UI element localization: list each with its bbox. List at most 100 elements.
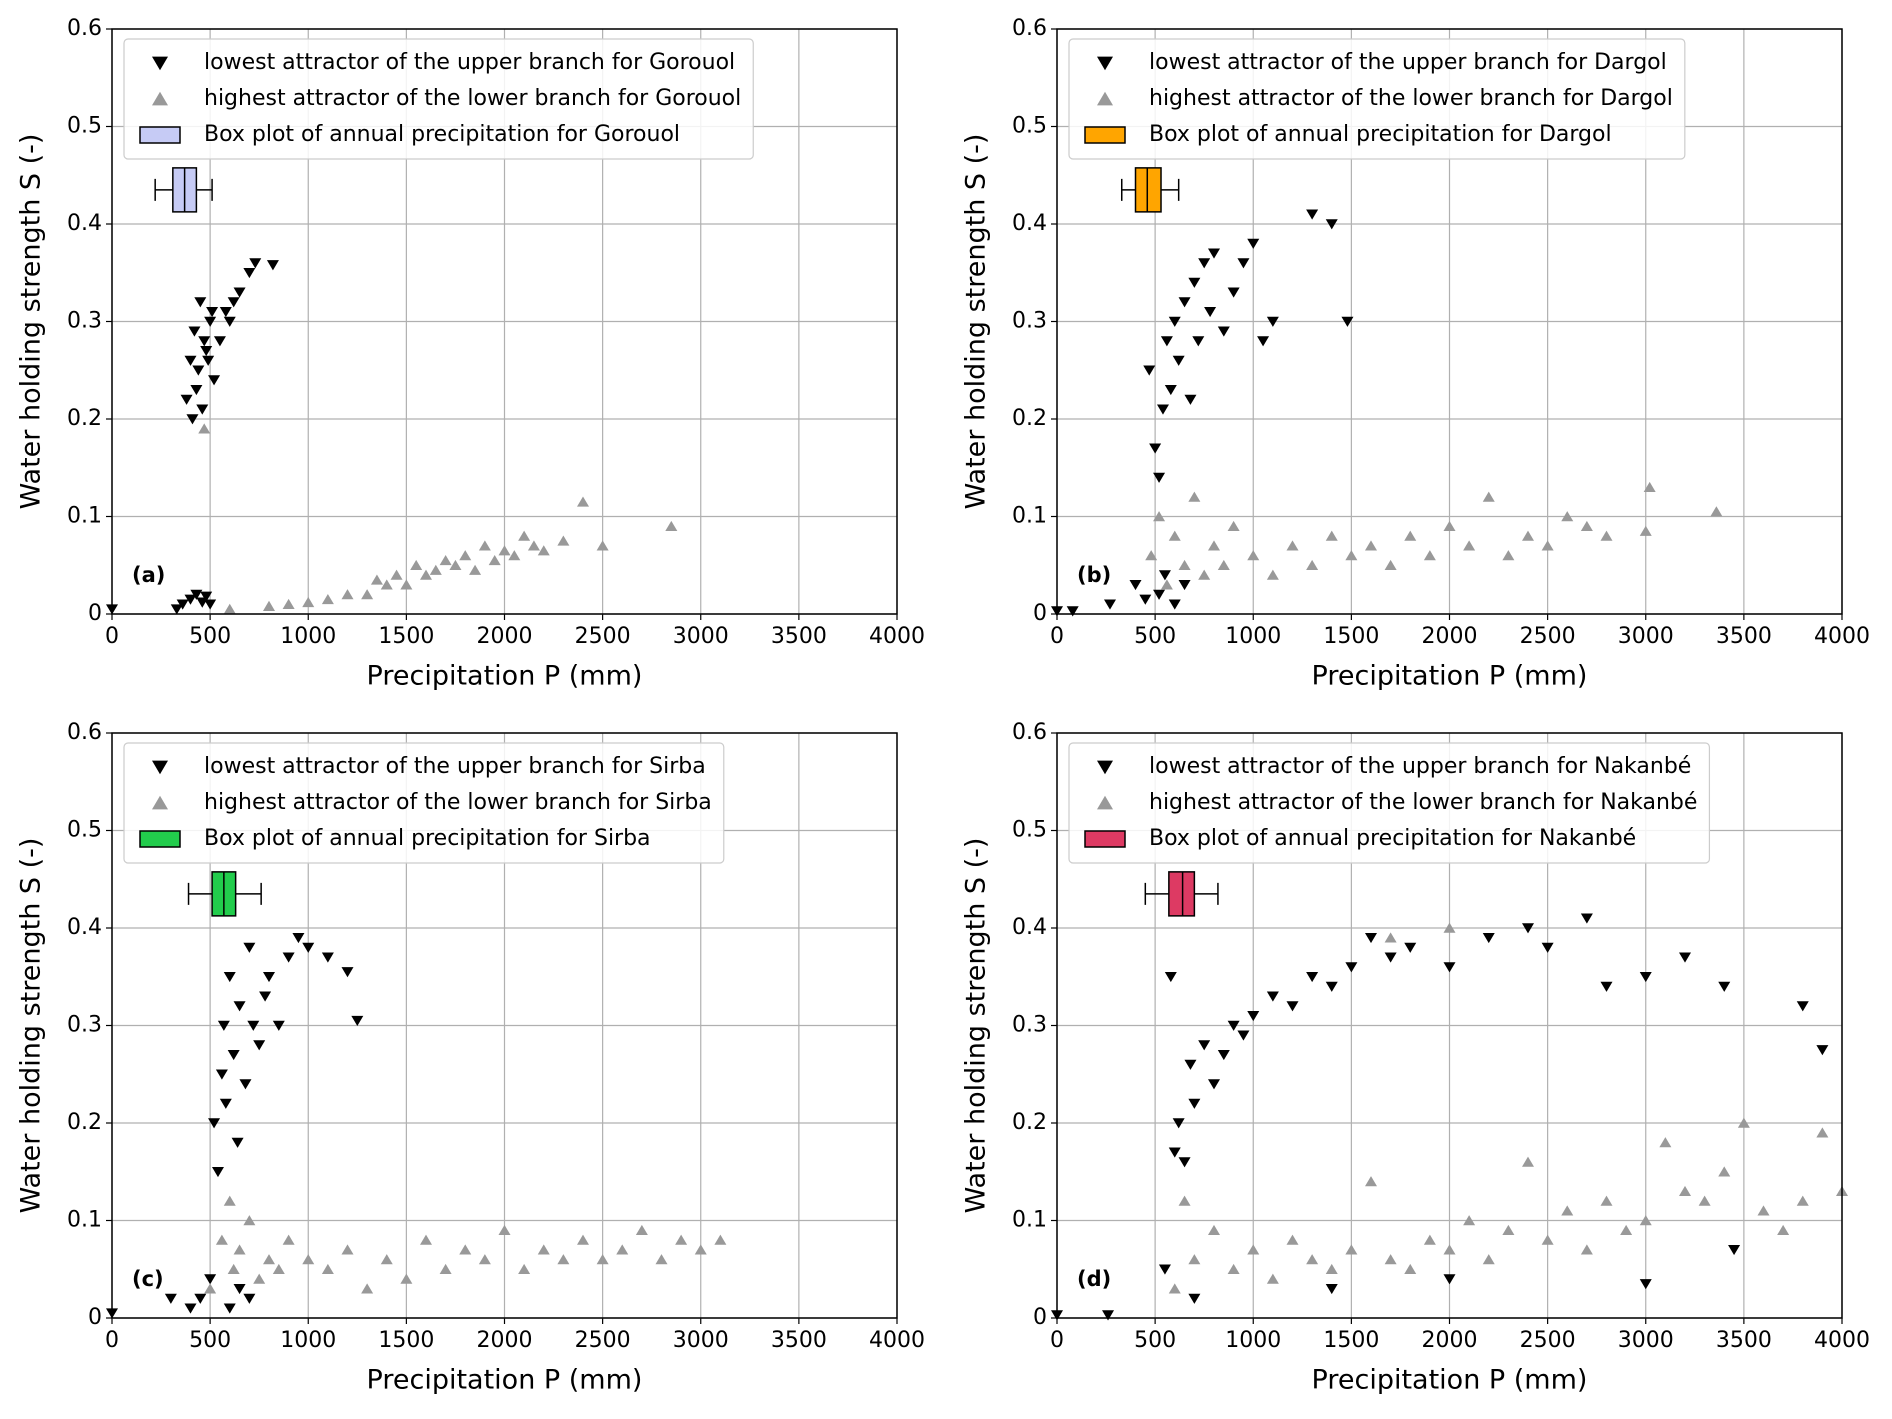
point [259,991,272,1002]
point [1168,599,1181,610]
y-tick-label: 0.3 [67,1013,102,1038]
point [1580,520,1593,532]
legend-swatch [1084,830,1126,848]
x-tick-label: 1000 [1225,1328,1281,1353]
point [231,1137,244,1148]
point [1522,1156,1534,1167]
point [253,1273,266,1284]
point [361,589,374,600]
point [1143,365,1156,376]
point [190,384,203,396]
point [380,579,393,590]
point [361,1283,374,1294]
point [1816,1045,1829,1056]
point [215,1069,228,1080]
point [243,1215,256,1226]
legend: lowest attractor of the upper branch for… [123,38,754,160]
point [1541,942,1554,953]
point [1502,1224,1515,1236]
point [1066,606,1079,617]
point [341,589,354,600]
point [219,1098,232,1109]
point [1443,962,1456,973]
point [1198,258,1211,269]
y-tick-label: 0 [88,1305,102,1330]
axes-frame [111,732,898,1319]
point [1266,1273,1279,1284]
point [1443,922,1456,933]
point [223,603,236,614]
point [198,423,211,434]
point [577,496,589,507]
point [233,1283,246,1295]
point [655,1254,668,1265]
y-axis-label: Water holding strength S (-) [16,134,47,510]
point [1325,530,1338,541]
legend-label: Box plot of annual precipitation for Dar… [1149,122,1612,147]
point [190,589,203,600]
y-tick-label: 0.2 [1012,1110,1047,1135]
legend-label: highest attractor of the lower branch fo… [1149,790,1697,815]
point [1164,971,1177,983]
y-tick-label: 0.6 [1012,720,1047,745]
point [1345,962,1358,973]
legend-marker [152,795,168,810]
point [1384,1254,1397,1265]
x-tick-label: 3000 [673,1328,729,1353]
y-tick-label: 0.1 [67,504,102,529]
point [217,1020,230,1031]
legend-marker [152,91,168,106]
point [478,540,491,551]
point [1160,579,1173,590]
point [459,550,472,561]
point [714,1234,727,1245]
point [341,967,354,978]
point [1266,316,1279,327]
point [1423,550,1436,561]
point [1168,316,1181,327]
legend-label: highest attractor of the lower branch fo… [1149,86,1673,111]
point [1149,443,1162,454]
point [1443,1274,1456,1285]
point [1325,1283,1338,1295]
point [1153,472,1166,483]
subplot: 0 500 1000 1500 2000 2500 3000 3500 4000 0 0.1 0.2 0… [16,16,926,692]
point [1423,1234,1436,1245]
y-axis-label: Water holding strength S (-) [961,134,992,510]
point [341,1244,354,1255]
point [239,1079,252,1090]
point [1463,540,1476,551]
point [1345,550,1358,561]
panel-label: (a) [132,563,165,587]
point [635,1224,648,1236]
x-tick-label: 2000 [477,1328,533,1353]
point [1463,1215,1476,1226]
point [518,530,531,541]
point [1217,1049,1230,1061]
point [1698,1195,1711,1206]
point [247,1020,260,1031]
legend-marker [152,760,168,775]
point [380,1254,393,1265]
box [1168,871,1196,917]
subplot: 0 500 1000 1500 2000 2500 3000 3500 4000 0 0.1 0.2 0… [961,16,1871,692]
y-tick-label: 0.3 [1012,1013,1047,1038]
point [1188,1098,1201,1109]
box [1134,167,1162,213]
point [215,1234,228,1245]
point [459,1244,472,1255]
point [1325,1263,1338,1275]
point [1247,1244,1260,1255]
point [410,559,423,571]
point [227,297,240,308]
point [170,604,183,615]
point [1639,1215,1652,1226]
x-tick-label: 3000 [1618,624,1674,649]
x-tick-label: 1500 [378,1328,434,1353]
x-tick-label: 2500 [575,1328,631,1353]
point [1156,404,1169,415]
point [1482,932,1495,944]
y-tick-label: 0.6 [67,16,102,41]
point [420,1234,432,1245]
point [390,569,403,580]
